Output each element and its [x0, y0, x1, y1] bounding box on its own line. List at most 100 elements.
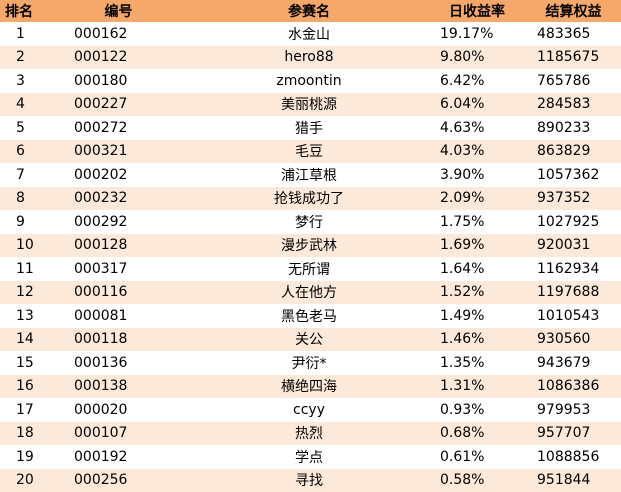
cell-id: 000180	[74, 72, 128, 89]
table-row: 18 000107 热烈 0.68% 957707	[0, 421, 621, 445]
table-row: 7 000202 浦江草根 3.90% 1057362	[0, 163, 621, 187]
cell-rank: 15	[16, 354, 34, 371]
cell-name: 无所谓	[288, 261, 330, 278]
table-row: 6 000321 毛豆 4.03% 863829	[0, 139, 621, 163]
cell-rank: 7	[16, 166, 25, 183]
cell-equity: 1057362	[537, 166, 600, 183]
cell-rate: 0.93%	[440, 401, 485, 418]
cell-equity: 1027925	[537, 213, 600, 230]
cell-id: 000020	[74, 401, 128, 418]
header-id: 编号	[104, 4, 133, 20]
cell-equity: 1197688	[537, 284, 600, 301]
table-row: 9 000292 梦行 1.75% 1027925	[0, 210, 621, 234]
cell-id: 000272	[74, 119, 128, 136]
header-equity: 结算权益	[545, 4, 602, 20]
cell-name: 关公	[295, 332, 323, 349]
cell-rank: 20	[16, 472, 34, 489]
cell-id: 000321	[74, 143, 128, 160]
table-row: 8 000232 抢钱成功了 2.09% 937352	[0, 186, 621, 210]
cell-id: 000227	[74, 96, 128, 113]
cell-name: 学点	[295, 449, 323, 466]
cell-id: 000136	[74, 354, 128, 371]
cell-rate: 19.17%	[440, 25, 494, 42]
cell-equity: 1010543	[537, 307, 600, 324]
cell-name: 梦行	[295, 214, 323, 231]
cell-id: 000256	[74, 472, 128, 489]
cell-name: ccyy	[293, 401, 325, 418]
cell-name: 横绝四海	[281, 379, 337, 396]
cell-id: 000162	[74, 25, 128, 42]
cell-name: zmoontin	[276, 72, 342, 89]
cell-rate: 1.75%	[440, 213, 485, 230]
cell-rate: 1.35%	[440, 354, 485, 371]
cell-name: 黑色老马	[281, 308, 337, 325]
cell-name: 猎手	[295, 120, 323, 137]
table-row: 16 000138 横绝四海 1.31% 1086386	[0, 374, 621, 398]
cell-equity: 943679	[537, 354, 591, 371]
table-row: 11 000317 无所谓 1.64% 1162934	[0, 257, 621, 281]
cell-equity: 979953	[537, 401, 591, 418]
cell-equity: 951844	[537, 472, 591, 489]
cell-rate: 6.04%	[440, 96, 485, 113]
cell-id: 000107	[74, 425, 128, 442]
table-row: 1 000162 水金山 19.17% 483365	[0, 22, 621, 46]
table-row: 17 000020 ccyy 0.93% 979953	[0, 398, 621, 422]
cell-rank: 6	[16, 143, 25, 160]
cell-name: 抢钱成功了	[274, 191, 344, 208]
cell-id: 000128	[74, 237, 128, 254]
table-row: 4 000227 美丽桃源 6.04% 284583	[0, 92, 621, 116]
table-row: 12 000116 人在他方 1.52% 1197688	[0, 280, 621, 304]
cell-id: 000118	[74, 331, 128, 348]
cell-rate: 2.09%	[440, 190, 485, 207]
table-row: 14 000118 关公 1.46% 930560	[0, 327, 621, 351]
cell-name: 水金山	[288, 26, 330, 43]
cell-name: 漫步武林	[281, 238, 337, 255]
cell-rate: 6.42%	[440, 72, 485, 89]
cell-equity: 957707	[537, 425, 591, 442]
cell-name: 美丽桃源	[281, 97, 337, 114]
header-rank: 排名	[5, 4, 33, 20]
cell-id: 000317	[74, 260, 128, 277]
cell-id: 000138	[74, 378, 128, 395]
cell-equity: 1162934	[537, 260, 600, 277]
cell-rank: 2	[16, 49, 25, 66]
table-row: 19 000192 学点 0.61% 1088856	[0, 445, 621, 469]
cell-equity: 890233	[537, 119, 591, 136]
cell-rank: 19	[16, 448, 34, 465]
cell-rank: 14	[16, 331, 34, 348]
cell-rate: 1.69%	[440, 237, 485, 254]
cell-id: 000202	[74, 166, 128, 183]
cell-equity: 930560	[537, 331, 591, 348]
cell-equity: 284583	[537, 96, 591, 113]
cell-id: 000081	[74, 307, 128, 324]
cell-equity: 483365	[537, 25, 591, 42]
cell-name: hero88	[284, 49, 334, 66]
cell-rank: 8	[16, 190, 25, 207]
cell-rate: 0.61%	[440, 448, 485, 465]
cell-rate: 1.64%	[440, 260, 485, 277]
cell-rank: 1	[16, 25, 25, 42]
cell-id: 000192	[74, 448, 128, 465]
cell-name: 寻找	[295, 473, 323, 490]
cell-equity: 863829	[537, 143, 591, 160]
cell-rate: 1.46%	[440, 331, 485, 348]
cell-rank: 4	[16, 96, 25, 113]
cell-rate: 0.68%	[440, 425, 485, 442]
cell-rate: 9.80%	[440, 49, 485, 66]
cell-rate: 0.58%	[440, 472, 485, 489]
cell-name: 热烈	[295, 426, 323, 443]
header-row: 排名 编号 参赛名 日收益率 结算权益	[0, 0, 621, 22]
cell-name: 尹衍*	[291, 355, 327, 372]
table-row: 2 000122 hero88 9.80% 1185675	[0, 45, 621, 69]
cell-rank: 12	[16, 284, 34, 301]
cell-rate: 1.52%	[440, 284, 485, 301]
cell-id: 000232	[74, 190, 128, 207]
table-row: 20 000256 寻找 0.58% 951844	[0, 468, 621, 492]
table-row: 5 000272 猎手 4.63% 890233	[0, 116, 621, 140]
cell-rate: 3.90%	[440, 166, 485, 183]
cell-name: 浦江草根	[281, 167, 337, 184]
cell-name: 毛豆	[295, 144, 323, 161]
cell-rank: 17	[16, 401, 34, 418]
cell-rank: 9	[16, 213, 25, 230]
